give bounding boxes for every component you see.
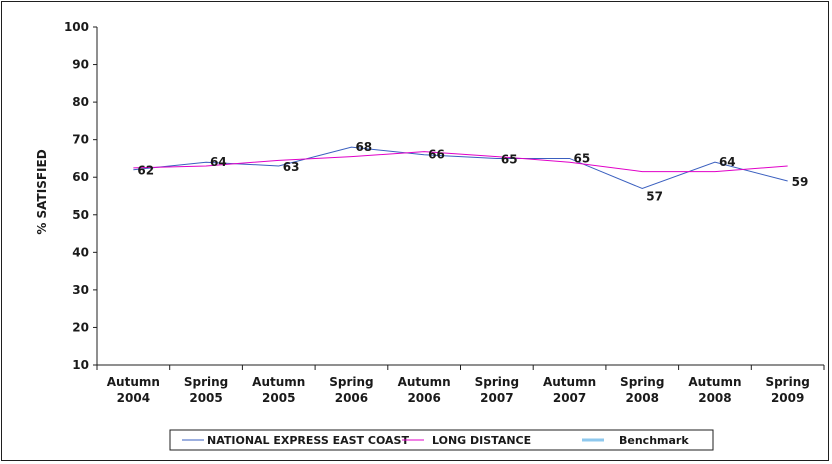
y-tick-label: 50 <box>72 208 89 222</box>
x-tick-label-line: 2005 <box>189 391 222 405</box>
x-tick-label-line: Autumn <box>688 375 741 389</box>
y-tick-label: 70 <box>72 133 89 147</box>
data-label: 64 <box>719 155 736 169</box>
y-tick-labels: 10 20 30 40 50 60 70 80 90 100 <box>64 20 89 372</box>
x-tick-label: Spring 2008 <box>620 375 664 405</box>
x-tick-label-line: Autumn <box>543 375 596 389</box>
x-tick-label: Autumn 2008 <box>688 375 741 405</box>
axes <box>93 26 825 370</box>
series-line-0 <box>133 146 788 190</box>
x-tick-label-line: 2007 <box>553 391 586 405</box>
data-label: 65 <box>501 152 518 166</box>
x-tick-label: Autumn 2007 <box>543 375 596 405</box>
x-tick-labels: Autumn 2004 Spring 2005 Autumn 2005 Spring 2006… <box>107 375 810 405</box>
x-tick-label-line: 2005 <box>262 391 295 405</box>
legend-label: Benchmark <box>619 434 689 447</box>
x-tick-label-line: 2008 <box>698 391 731 405</box>
x-tick-label-line: Spring <box>475 375 519 389</box>
y-axis-title: % SATISFIED <box>35 149 49 234</box>
y-tick-label: 10 <box>72 358 89 372</box>
x-tick-label: Spring 2006 <box>329 375 373 405</box>
x-tick-label-line: 2007 <box>480 391 513 405</box>
x-tick-label-line: 2009 <box>771 391 804 405</box>
x-tick-label: Spring 2009 <box>765 375 809 405</box>
x-tick-label-line: Spring <box>184 375 228 389</box>
legend-label: LONG DISTANCE <box>432 434 531 447</box>
x-tick-label-line: Autumn <box>398 375 451 389</box>
data-label: 66 <box>428 148 445 162</box>
x-tick-label-line: Spring <box>765 375 809 389</box>
y-tick-label: 100 <box>64 20 89 34</box>
x-tick-label: Spring 2007 <box>475 375 519 405</box>
legend-box <box>169 429 714 451</box>
legend-label: NATIONAL EXPRESS EAST COAST <box>207 434 409 447</box>
x-tick-label-line: 2008 <box>626 391 659 405</box>
x-tick-label-line: 2006 <box>407 391 440 405</box>
series-line-1 <box>133 151 788 173</box>
data-label: 68 <box>355 140 372 154</box>
x-tick-label-line: Spring <box>620 375 664 389</box>
x-tick-label-line: Autumn <box>107 375 160 389</box>
x-tick-label: Spring 2005 <box>184 375 228 405</box>
data-labels: 62 64 63 68 66 65 65 57 64 59 <box>137 140 808 203</box>
x-tick-label-line: Spring <box>329 375 373 389</box>
y-tick-label: 90 <box>72 58 89 72</box>
legend: NATIONAL EXPRESS EAST COAST LONG DISTANCE… <box>169 429 714 451</box>
x-tick-label-line: 2006 <box>335 391 368 405</box>
x-tick-label: Autumn 2005 <box>252 375 305 405</box>
x-tick-label-line: Autumn <box>252 375 305 389</box>
data-label: 63 <box>283 160 300 174</box>
data-label: 65 <box>574 151 591 165</box>
x-tick-label-line: 2004 <box>117 391 150 405</box>
x-tick-label: Autumn 2006 <box>398 375 451 405</box>
data-label: 57 <box>646 189 663 203</box>
data-label: 59 <box>792 175 809 189</box>
y-tick-label: 80 <box>72 95 89 109</box>
y-tick-label: 40 <box>72 245 89 259</box>
y-tick-label: 30 <box>72 283 89 297</box>
x-tick-label: Autumn 2004 <box>107 375 160 405</box>
series-lines <box>133 146 788 190</box>
y-tick-label: 60 <box>72 170 89 184</box>
data-label: 64 <box>210 155 227 169</box>
data-label: 62 <box>137 164 154 178</box>
y-tick-label: 20 <box>72 320 89 334</box>
